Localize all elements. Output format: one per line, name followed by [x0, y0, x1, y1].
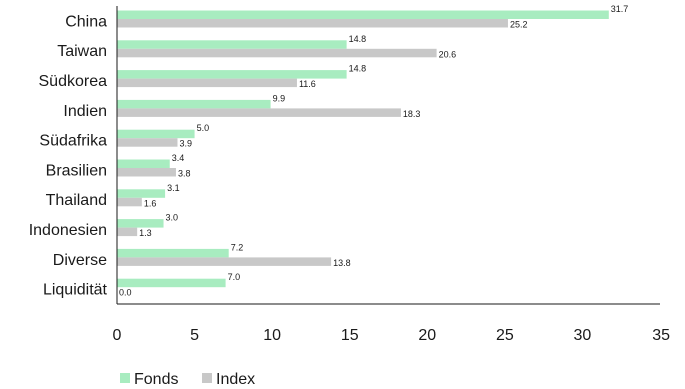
category-label: Indonesien [29, 222, 107, 239]
x-tick-label: 10 [263, 327, 281, 344]
bar-fonds [117, 219, 164, 228]
legend: Fonds Index [120, 371, 255, 388]
x-tick-label: 30 [574, 327, 592, 344]
bar-fonds [117, 10, 609, 19]
legend-swatch-fonds [120, 373, 130, 383]
data-label-index: 0.0 [119, 288, 132, 298]
bar-fonds [117, 99, 271, 109]
category-label: Südafrika [39, 133, 107, 150]
data-label-index: 13.8 [333, 258, 351, 268]
category-label: Diverse [53, 252, 107, 269]
data-label-fonds: 14.8 [349, 34, 367, 44]
data-label-fonds: 3.4 [172, 153, 185, 163]
data-label-index: 18.3 [403, 109, 421, 119]
bar-fonds [117, 159, 170, 168]
legend-swatch-index [202, 373, 212, 383]
category-label: Südkorea [39, 73, 108, 90]
data-label-index: 11.6 [299, 79, 316, 89]
category-label: China [65, 13, 107, 30]
data-label-fonds: 9.9 [273, 93, 286, 103]
x-tick-label: 15 [341, 327, 359, 344]
bar-index [117, 138, 178, 147]
bar-index [117, 197, 142, 207]
data-label-index: 20.6 [439, 49, 457, 59]
bar-index [117, 257, 332, 266]
bar-index [117, 168, 176, 177]
category-label: Brasilien [46, 162, 107, 179]
data-label-index: 3.8 [178, 169, 191, 179]
data-label-fonds: 31.7 [611, 4, 629, 14]
data-label-index: 3.9 [180, 139, 193, 149]
category-label: Indien [63, 103, 107, 120]
bar-index [117, 108, 401, 117]
bar-fonds [117, 278, 226, 288]
x-tick-labels: 0 5 10 15 20 25 30 35 [113, 327, 671, 344]
data-label-index: 25.2 [510, 20, 528, 30]
x-tick-label: 5 [190, 327, 199, 344]
bar-fonds [117, 70, 347, 79]
data-label-fonds: 3.0 [166, 213, 179, 223]
bar-index [117, 78, 297, 88]
bars-group [117, 10, 609, 288]
data-label-index: 1.3 [139, 228, 152, 238]
legend-label-fonds: Fonds [134, 371, 178, 388]
category-label: Taiwan [57, 43, 107, 60]
category-labels: China Taiwan Südkorea Indien Südafrika Brasil… [29, 13, 108, 298]
data-label-fonds: 7.2 [231, 242, 244, 252]
data-label-fonds: 3.1 [167, 183, 180, 193]
bar-fonds [117, 40, 347, 49]
data-label-fonds: 7.0 [228, 272, 241, 282]
bar-fonds [117, 129, 195, 139]
x-tick-label: 0 [113, 327, 122, 344]
x-tick-label: 20 [418, 327, 436, 344]
bar-index [117, 227, 138, 237]
x-tick-label: 35 [652, 327, 670, 344]
data-label-fonds: 5.0 [197, 123, 210, 133]
legend-label-index: Index [216, 371, 255, 388]
category-label: Thailand [46, 192, 107, 209]
bar-fonds [117, 189, 166, 198]
data-labels: 31.7 25.2 14.8 20.6 14.8 11.6 9.9 18.3 5.0 3.9 3.4… [119, 4, 628, 298]
bar-index [117, 48, 437, 58]
data-label-index: 1.6 [144, 198, 157, 208]
x-tick-label: 25 [496, 327, 514, 344]
bar-index [117, 19, 508, 28]
bar-fonds [117, 248, 229, 258]
category-label: Liquidität [43, 282, 108, 299]
data-label-fonds: 14.8 [349, 64, 367, 74]
